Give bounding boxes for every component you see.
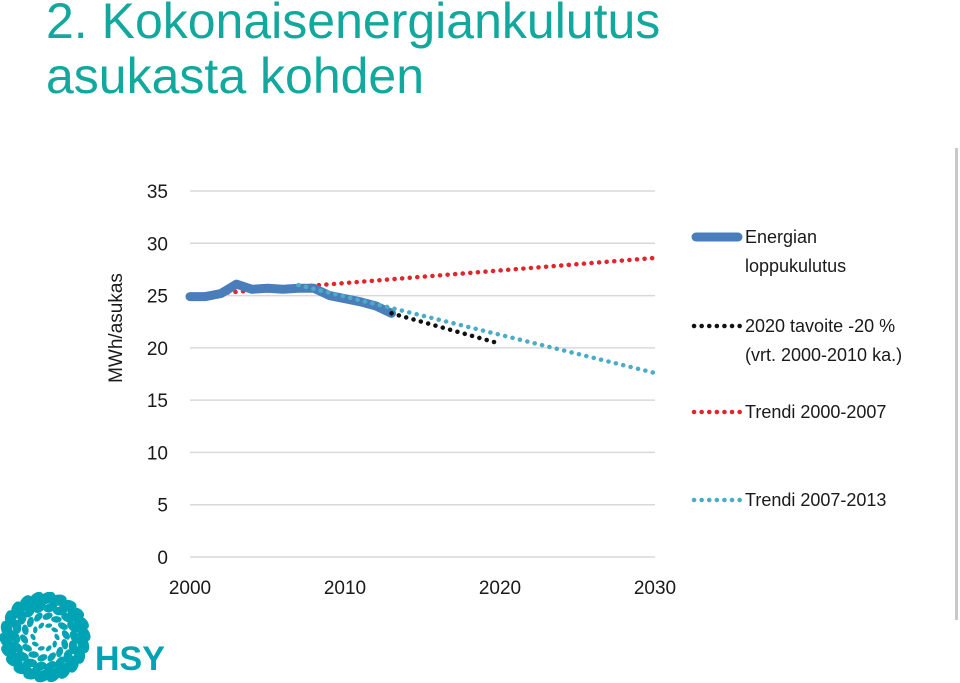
logo-petal	[37, 654, 48, 662]
logo-petal	[31, 641, 39, 647]
slide-title: 2. Kokonaisenergiankulutus asukasta kohd…	[46, 0, 660, 104]
logo-petal	[38, 622, 45, 629]
logo-petal	[45, 623, 53, 628]
y-tick-label-25: 25	[147, 287, 168, 308]
x-tick-label-2020: 2020	[479, 578, 521, 599]
logo-petal	[51, 616, 62, 623]
logo-petal	[21, 624, 29, 636]
series-line-3	[296, 282, 658, 376]
logo-petal	[54, 633, 60, 641]
chart-legend: Energian loppukulutus 2020 tavoite -20 % (v…	[691, 227, 902, 510]
slide-edge-divider	[955, 148, 958, 620]
logo-petal	[28, 592, 44, 607]
x-tick-label-2000: 2000	[169, 578, 211, 599]
logo-petal	[61, 638, 69, 650]
legend-label-0-0: Energian	[745, 227, 817, 247]
logo-petal	[19, 595, 33, 612]
logo-petal	[56, 646, 64, 658]
y-tick-label-15: 15	[147, 391, 168, 412]
y-tick-label-30: 30	[147, 234, 168, 255]
logo-petal	[22, 644, 33, 652]
legend-label-0-1: loppukulutus	[745, 256, 846, 276]
logo-petal	[28, 651, 39, 658]
logo-petal	[20, 634, 29, 644]
y-tick-label-0: 0	[157, 548, 168, 569]
y-tick-label-10: 10	[147, 443, 168, 464]
logo-petal	[61, 630, 70, 640]
logo-petal	[52, 640, 57, 648]
logo-petal	[33, 626, 38, 634]
logo-petal	[51, 627, 59, 633]
legend-label-2-0: Trendi 2000-2007	[745, 402, 886, 422]
y-axis-ticks: 0 5 10 15 20 25 30 35	[147, 182, 168, 569]
logo-petal	[47, 652, 56, 662]
logo-petal	[37, 646, 45, 651]
x-tick-label-2010: 2010	[324, 578, 366, 599]
logo-petal	[57, 622, 68, 630]
chart-gridlines	[190, 190, 655, 558]
logo-petal	[45, 645, 52, 652]
y-tick-label-35: 35	[147, 182, 168, 203]
legend-label-1-0: 2020 tavoite -20 %	[745, 316, 895, 336]
logo-petal	[73, 615, 89, 630]
logo-petal	[34, 612, 43, 622]
logo-petal	[46, 667, 62, 683]
slide-title-line-1: 2. Kokonaisenergiankulutus	[46, 0, 661, 49]
y-tick-label-20: 20	[147, 339, 168, 360]
x-axis-ticks: 2000 2010 2020 2030	[169, 578, 676, 599]
logo-petal	[30, 633, 36, 641]
logo-petal	[26, 616, 34, 628]
y-axis-label: MWh/asukas	[106, 273, 127, 383]
logo-petal	[1, 644, 17, 659]
chart-series	[185, 255, 658, 376]
legend-label-3-0: Trendi 2007-2013	[745, 490, 886, 510]
logo-petal	[67, 655, 79, 673]
legend-label-1-1: (vrt. 2000-2010 ka.)	[745, 345, 902, 365]
y-tick-label-5: 5	[157, 496, 168, 517]
hsy-logo-text: HSY	[95, 640, 165, 678]
slide-title-line-2: asukasta kohden	[46, 48, 425, 104]
hsy-rosette-logo-icon	[0, 592, 91, 683]
series-line-0	[185, 279, 396, 318]
logo-petal	[42, 612, 53, 620]
x-tick-label-2030: 2030	[634, 578, 676, 599]
hsy-logo: HSY	[0, 592, 165, 683]
